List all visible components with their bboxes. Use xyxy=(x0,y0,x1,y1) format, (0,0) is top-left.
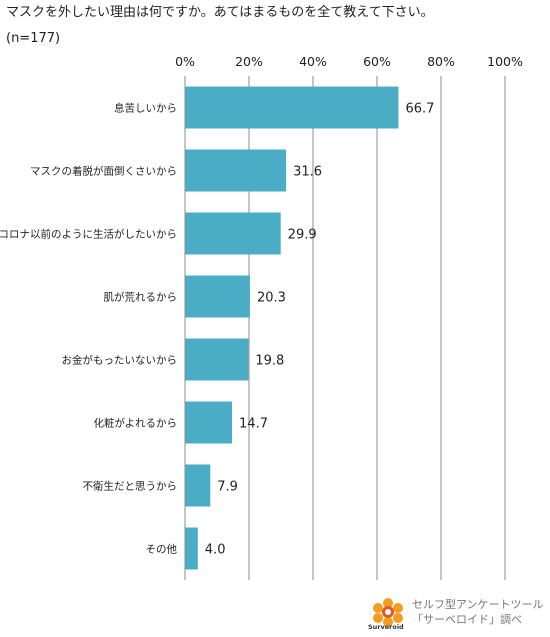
footer-line2: 「サーベロイド」調べ xyxy=(412,613,522,626)
category-label: マスクの着脱が面倒くさいから xyxy=(30,165,177,178)
bar xyxy=(185,464,211,507)
category-label: コロナ以前のように生活がしたいから xyxy=(0,228,177,241)
category-label: 肌が荒れるから xyxy=(104,291,178,304)
x-tick-label: 100% xyxy=(487,54,523,69)
x-tick-label: 0% xyxy=(175,54,195,69)
bar xyxy=(185,212,281,255)
logo-wordmark: Surveroid xyxy=(368,623,404,631)
bar xyxy=(185,275,250,318)
value-label: 19.8 xyxy=(255,354,284,369)
category-label: お金がもったいないから xyxy=(62,354,178,367)
category-label: 息苦しいから xyxy=(114,102,177,115)
value-label: 4.0 xyxy=(205,543,226,558)
category-label: 不衛生だと思うから xyxy=(83,480,178,493)
category-label: その他 xyxy=(146,543,178,556)
x-tick-label: 20% xyxy=(235,54,263,69)
bar xyxy=(185,338,249,381)
x-tick-label: 60% xyxy=(363,54,391,69)
bar xyxy=(185,527,198,570)
value-label: 20.3 xyxy=(257,291,286,306)
value-label: 14.7 xyxy=(239,417,268,432)
x-tick-label: 80% xyxy=(427,54,455,69)
value-label: 29.9 xyxy=(288,228,317,243)
bar xyxy=(185,401,233,444)
value-label: 31.6 xyxy=(293,165,322,180)
category-label: 化粧がよれるから xyxy=(94,417,177,430)
surveroid-logo-icon xyxy=(373,598,403,627)
sample-size: (n=177) xyxy=(6,31,61,46)
footer-text: セルフ型アンケートツール 「サーベロイド」調べ xyxy=(412,597,544,627)
chart-title: マスクを外したい理由は何ですか。あてはまるものを全て教えて下さい。 xyxy=(6,5,434,20)
value-label: 7.9 xyxy=(217,480,238,495)
footer-credit: Surveroid セルフ型アンケートツール 「サーベロイド」調べ xyxy=(368,597,545,633)
x-tick-label: 40% xyxy=(299,54,327,69)
bar xyxy=(185,86,399,129)
bar xyxy=(185,149,287,192)
value-label: 66.7 xyxy=(405,102,434,117)
footer-line1: セルフ型アンケートツール xyxy=(412,598,544,611)
